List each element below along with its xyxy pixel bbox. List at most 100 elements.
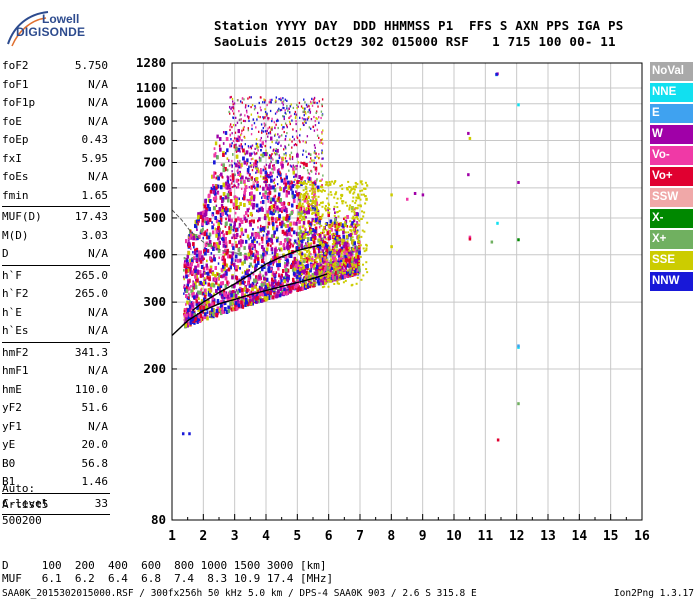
echo-dot <box>234 303 237 308</box>
echo-dot <box>194 271 198 276</box>
echo-dot <box>286 268 290 273</box>
echo-dot <box>322 260 325 265</box>
echo-dot <box>235 243 238 248</box>
echo-dot <box>244 297 248 302</box>
echo-dot <box>207 298 210 303</box>
echo-dot <box>312 197 314 201</box>
echo-dot <box>262 282 266 287</box>
echo-dot <box>187 244 191 248</box>
echo-dot <box>197 318 200 322</box>
echo-dot <box>278 279 280 283</box>
echo-dot <box>203 278 207 283</box>
echo-dot <box>219 236 222 240</box>
echo-dot <box>234 218 238 223</box>
echo-dot <box>209 265 213 270</box>
echo-dot <box>296 269 299 274</box>
echo-dot <box>291 193 295 198</box>
echo-dot <box>259 296 262 299</box>
echo-dot <box>259 192 261 195</box>
echo-dot <box>216 184 220 189</box>
echo-dot <box>323 277 326 282</box>
echo-dot <box>240 163 243 168</box>
echo-dot <box>222 261 225 264</box>
echo-dot <box>265 277 267 281</box>
echo-dot <box>283 233 285 236</box>
echo-dot <box>187 274 190 277</box>
echo-dot <box>223 301 227 305</box>
echo-dot <box>267 262 271 267</box>
echo-dot <box>283 182 285 185</box>
echo-dot <box>343 251 346 256</box>
echo-dot <box>214 141 218 146</box>
echo-dot <box>283 177 286 181</box>
echo-dot <box>305 163 308 167</box>
echo-dot <box>298 243 301 248</box>
echo-dot <box>255 143 259 147</box>
echo-dot <box>203 204 207 209</box>
echo-dot <box>273 284 277 289</box>
echo-dot <box>280 178 284 183</box>
echo-dot <box>230 255 234 260</box>
echo-dot <box>278 259 281 264</box>
echo-dot <box>246 158 249 163</box>
echo-dot <box>276 263 279 268</box>
echo-dot <box>189 320 192 325</box>
echo-dot <box>305 270 308 275</box>
echo-dot <box>217 192 220 195</box>
echo-dot <box>318 220 321 225</box>
echo-dot <box>274 207 277 211</box>
echo-dot <box>310 237 313 241</box>
echo-dot <box>207 220 210 225</box>
echo-dot <box>283 246 286 251</box>
echo-dot <box>272 281 275 285</box>
echo-dot <box>302 221 306 225</box>
echo-dot <box>257 255 259 258</box>
echo-dot <box>344 254 347 259</box>
echo-dot <box>239 202 242 206</box>
echo-dot <box>192 270 195 275</box>
echo-dot <box>277 266 280 271</box>
echo-dot <box>327 213 330 217</box>
echo-dot <box>231 251 235 256</box>
echo-dot <box>282 222 286 227</box>
echo-dot <box>282 216 285 221</box>
echo-dot <box>213 292 215 296</box>
echo-dot <box>297 276 299 280</box>
echo-dot <box>206 316 209 321</box>
echo-dot <box>191 317 194 322</box>
echo-dot <box>317 249 321 254</box>
echo-dot <box>205 217 208 221</box>
echo-dot <box>194 274 197 279</box>
echo-dot <box>296 184 299 189</box>
echo-dot <box>266 283 269 288</box>
echo-dot <box>193 246 195 249</box>
echo-dot <box>292 170 295 175</box>
echo-dot <box>186 300 189 305</box>
echo-dot <box>186 283 189 288</box>
echo-dot <box>203 232 207 237</box>
echo-dot <box>266 233 269 238</box>
echo-dot <box>246 198 249 202</box>
echo-dot <box>275 205 279 210</box>
echo-dot <box>279 221 282 226</box>
echo-dot <box>198 254 201 258</box>
echo-dot <box>326 276 330 281</box>
echo-dot <box>203 300 206 305</box>
echo-dot <box>267 216 271 221</box>
echo-dot <box>334 228 337 232</box>
echo-dot <box>243 160 247 165</box>
echo-dot <box>262 234 265 237</box>
echo-dot <box>277 142 279 145</box>
echo-dot <box>248 201 251 205</box>
echo-dot <box>250 195 253 200</box>
echo-dot <box>240 227 243 232</box>
echo-dot <box>357 261 360 266</box>
echo-dot <box>248 165 250 169</box>
echo-dot <box>243 246 246 250</box>
echo-dot <box>265 250 268 255</box>
echo-dot <box>280 278 283 283</box>
echo-dot <box>241 304 245 309</box>
echo-dot <box>307 176 311 181</box>
echo-dot <box>220 203 224 208</box>
